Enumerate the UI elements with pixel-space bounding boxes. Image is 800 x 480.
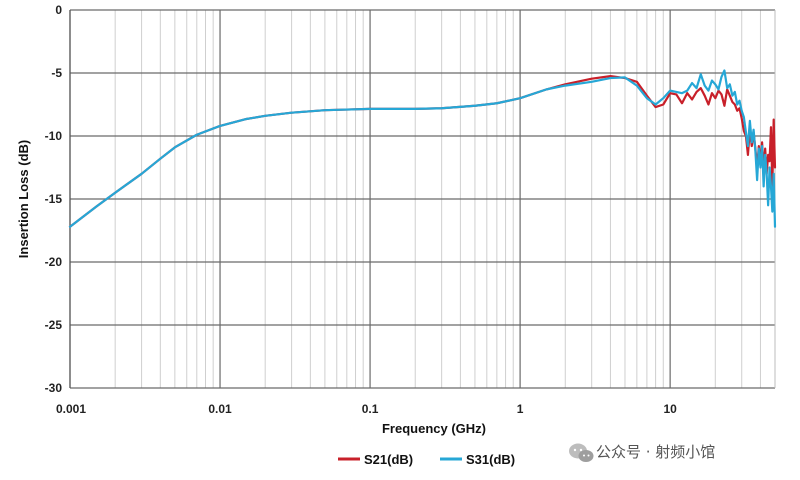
series-line-s31-db (68, 69, 777, 228)
x-tick-label: 0.1 (362, 402, 379, 416)
watermark-text: 公众号 · 射频小馆 (596, 443, 715, 461)
legend-item: S31(dB) (440, 452, 515, 467)
y-tick-label: -20 (45, 255, 63, 269)
legend-label: S21(dB) (364, 452, 413, 467)
x-tick-label: 0.001 (56, 402, 86, 416)
series-layer (68, 69, 777, 228)
legend-label: S31(dB) (466, 452, 515, 467)
x-tick-label: 1 (517, 402, 524, 416)
y-tick-label: -25 (45, 318, 63, 332)
y-tick-label: 0 (55, 3, 62, 17)
y-tick-label: -30 (45, 381, 63, 395)
watermark: 公众号 · 射频小馆 (569, 443, 715, 462)
legend: S21(dB) S31(dB) (338, 452, 515, 467)
major-gridlines (69, 9, 775, 389)
y-tick-labels: 0 -5 -10 -15 -20 -25 -30 (45, 3, 63, 395)
y-axis-title: Insertion Loss (dB) (16, 140, 31, 258)
x-axis-title: Frequency (GHz) (382, 421, 486, 436)
legend-item: S21(dB) (338, 452, 413, 467)
y-tick-label: -15 (45, 192, 63, 206)
x-tick-labels: 0.001 0.01 0.1 1 10 (56, 402, 677, 416)
y-tick-label: -10 (45, 129, 63, 143)
y-tick-label: -5 (51, 66, 62, 80)
x-tick-label: 10 (663, 402, 677, 416)
wechat-icon (569, 443, 594, 462)
x-tick-label: 0.01 (208, 402, 232, 416)
